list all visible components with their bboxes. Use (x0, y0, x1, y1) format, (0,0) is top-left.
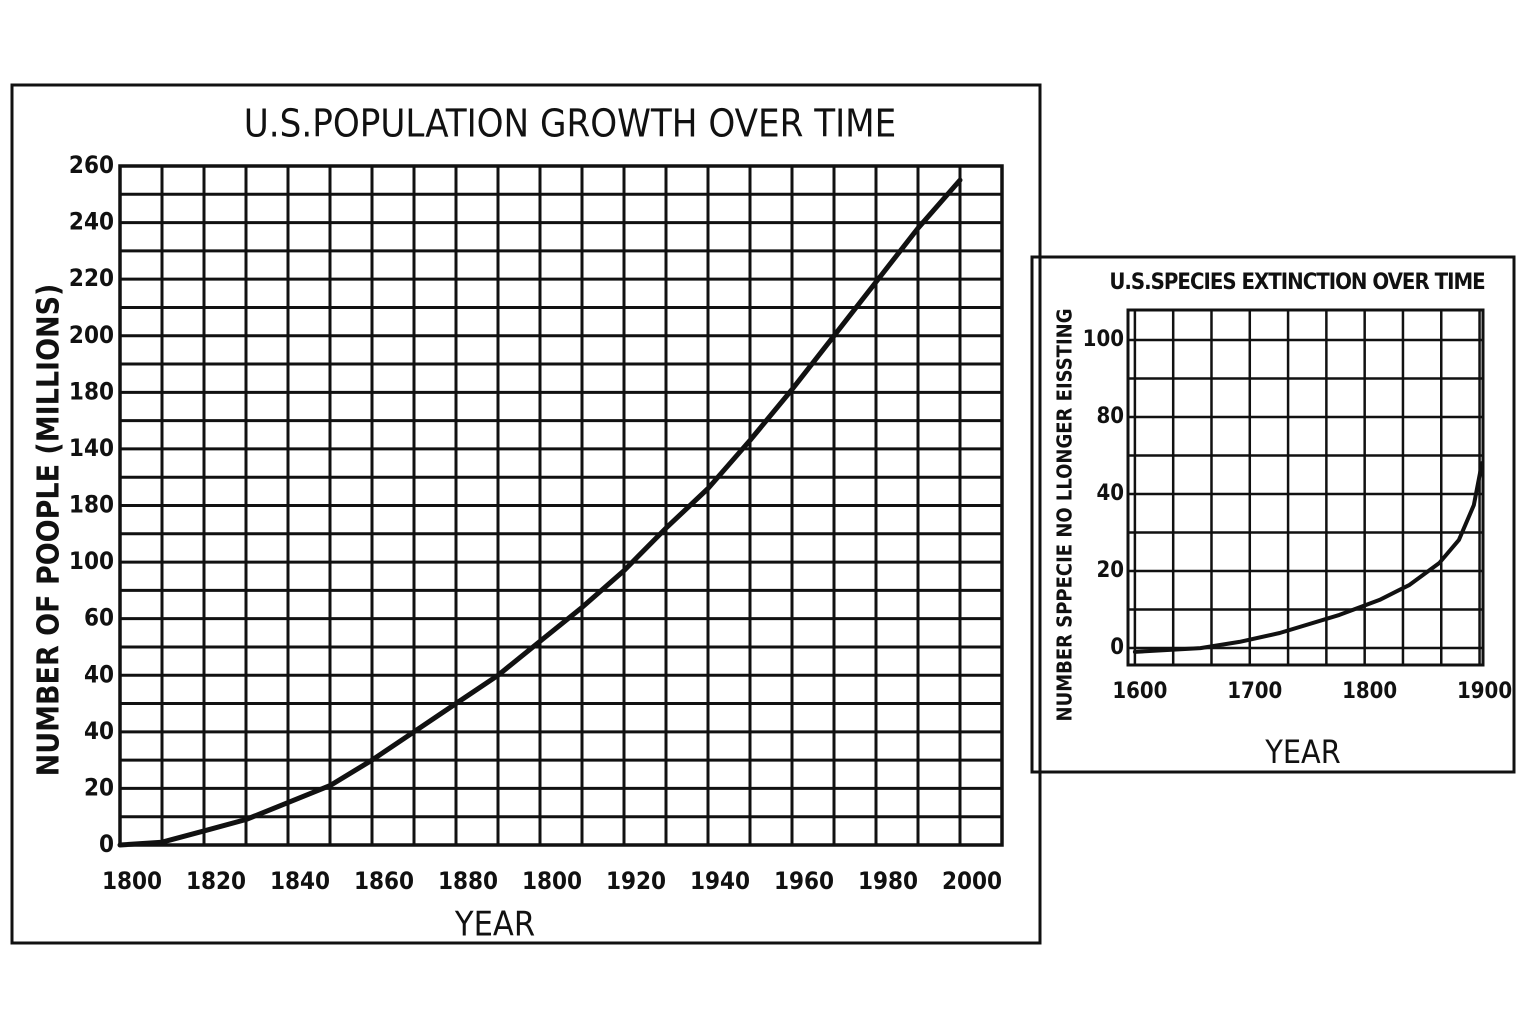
y-tick-label: 60 (84, 604, 114, 632)
y-tick-label: 100 (1083, 327, 1124, 352)
x-tick-label: 1860 (354, 867, 414, 895)
x-tick-label: 1960 (774, 867, 834, 895)
y-tick-label: 0 (99, 830, 114, 858)
frame (10, 83, 1042, 945)
x-tick-label: 1840 (270, 867, 330, 895)
x-tick-label: 1800 (522, 867, 582, 895)
x-tick-label: 1920 (606, 867, 666, 895)
x-tick-label: 1980 (858, 867, 918, 895)
x-tick-label: 1700 (1227, 679, 1282, 704)
chart-title: U.S.POPULATION GROWTH OVER TIME (244, 102, 897, 146)
x-axis-label: YEAR (1264, 733, 1340, 771)
y-tick-label: 40 (1096, 481, 1124, 506)
x-axis-label: YEAR (454, 905, 535, 945)
y-tick-label: 220 (69, 264, 114, 292)
chart-title: U.S.SPECIES EXTINCTION OVER TIME (1109, 270, 1485, 295)
y-tick-label: 260 (69, 151, 114, 179)
y-tick-label: 100 (69, 547, 114, 575)
y-tick-label: 240 (69, 208, 114, 236)
y-tick-label: 180 (69, 491, 114, 519)
data-line (1132, 461, 1484, 654)
y-axis-label: NUMBER SPPECIE NO LLONGER EISSTING (1053, 309, 1077, 722)
y-tick-label: 140 (69, 434, 114, 462)
y-tick-label: 80 (1096, 404, 1124, 429)
y-tick-label: 200 (69, 321, 114, 349)
x-tick-label: 1880 (438, 867, 498, 895)
x-tick-label: 1900 (1457, 679, 1512, 704)
y-tick-label: 180 (69, 377, 114, 405)
y-tick-label: 20 (84, 773, 114, 801)
x-tick-label: 1600 (1112, 679, 1167, 704)
y-tick-label: 40 (84, 717, 114, 745)
y-tick-label: 0 (1110, 635, 1124, 660)
y-axis-label: NUMBER OF POOPLE (MILLIONS) (32, 284, 67, 777)
x-tick-label: 1800 (1342, 679, 1397, 704)
frame (1030, 255, 1516, 774)
x-tick-label: 2000 (942, 867, 1002, 895)
y-tick-label: 20 (1096, 558, 1124, 583)
x-tick-label: 1820 (186, 867, 246, 895)
plot-border (118, 164, 1004, 847)
x-tick-label: 1940 (690, 867, 750, 895)
plot-border (1126, 308, 1485, 667)
data-line (117, 177, 963, 848)
y-tick-label: 40 (84, 660, 114, 688)
x-tick-label: 1800 (102, 867, 162, 895)
